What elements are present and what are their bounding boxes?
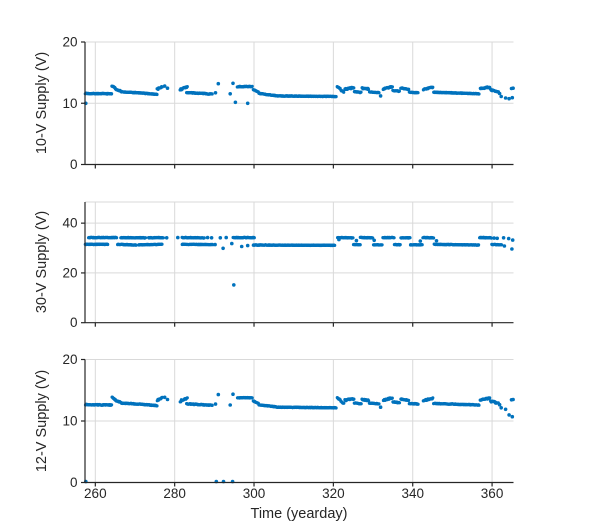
panel-2-axes [81,202,514,327]
panel-2-scatter-points [83,235,515,287]
x-tick-label: 320 [322,486,345,501]
y-tick-label: 0 [70,315,78,330]
x-tick-label: 260 [84,486,107,501]
y-tick-label: 0 [70,475,78,490]
panel-1-scatter-points [83,81,515,106]
panel-3-tick-labels: 0 10 20 260 280 300 320 340 360 [62,352,503,501]
panel-2-ylabel: 30-V Supply (V) [34,210,50,314]
panel-1-ylabel: 10-V Supply (V) [34,51,50,155]
panel-1-axes [81,41,514,169]
panel-3-ylabel: 12-V Supply (V) [34,369,50,473]
y-tick-label: 10 [62,414,77,429]
y-tick-label: 40 [62,216,77,231]
panel-2-tick-labels: 0 20 40 [62,216,77,331]
y-tick-label: 0 [70,157,78,172]
y-tick-label: 10 [62,96,77,111]
panel-3: 0 10 20 260 280 300 320 340 360 [62,352,515,501]
panel-2: 0 20 40 [62,201,515,331]
x-tick-label: 280 [163,486,186,501]
x-tick-label: 300 [243,486,266,501]
panel-1-tick-labels: 0 10 20 [62,35,77,173]
y-tick-label: 20 [62,35,77,50]
x-tick-label: 340 [401,486,424,501]
panel-3-axes [81,358,514,487]
y-tick-label: 20 [62,265,77,280]
y-tick-label: 20 [62,352,77,367]
x-tick-label: 360 [481,486,504,501]
panel-3-grid [85,359,514,483]
panel-2-grid [85,201,514,323]
x-axis-label: Time (yearday) [250,506,348,522]
panel-1-grid [85,41,514,165]
panel-3-scatter-points [83,392,515,484]
panel-1: 0 10 20 [62,35,515,173]
